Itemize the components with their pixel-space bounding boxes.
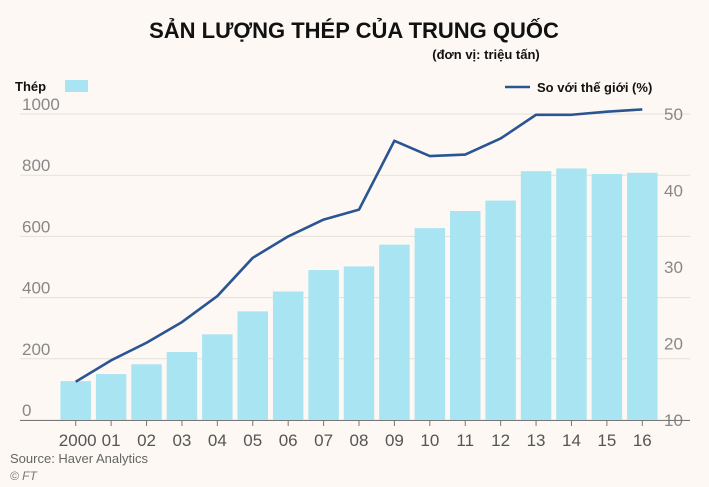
- bar: [343, 266, 375, 420]
- x-tick-label: 15: [597, 431, 616, 450]
- bar: [379, 244, 410, 420]
- legend: Thép So với thế giới (%): [15, 79, 652, 95]
- legend-label-steel: Thép: [15, 79, 46, 94]
- x-tick-label: 13: [527, 431, 546, 450]
- chart-title: SẢN LƯỢNG THÉP CỦA TRUNG QUỐC: [149, 17, 559, 43]
- y-left-tick-label: 0: [22, 401, 31, 420]
- bar: [520, 171, 552, 420]
- bar: [485, 200, 516, 420]
- y-axis-left: 0 200 400 600 800 1000: [22, 95, 60, 420]
- x-tick-label: 01: [102, 431, 121, 450]
- bar: [202, 334, 233, 420]
- credit-note: © FT: [10, 469, 39, 483]
- x-tick-label: 04: [208, 431, 227, 450]
- bar: [414, 228, 446, 420]
- bar: [450, 211, 481, 420]
- legend-swatch-steel: [65, 80, 88, 92]
- y-left-tick-label: 800: [22, 156, 50, 175]
- x-tick-label: 11: [456, 431, 474, 450]
- legend-label-share: So với thế giới (%): [537, 80, 652, 95]
- x-tick-label: 12: [491, 431, 510, 450]
- x-tick-label: 07: [314, 431, 333, 450]
- y-left-tick-label: 1000: [22, 95, 60, 114]
- x-tick-label: 05: [243, 431, 262, 450]
- bar: [308, 270, 339, 420]
- y-right-tick-label: 40: [664, 182, 683, 201]
- bar: [237, 311, 268, 420]
- bar: [95, 374, 127, 420]
- x-tick-label: 08: [350, 431, 369, 450]
- bar: [60, 381, 91, 420]
- y-right-tick-label: 20: [664, 335, 683, 354]
- y-right-tick-label: 50: [664, 105, 683, 124]
- bar: [131, 364, 162, 420]
- bar: [556, 168, 587, 420]
- y-left-tick-label: 400: [22, 279, 50, 298]
- x-tick-label: 02: [137, 431, 156, 450]
- source-note: Source: Haver Analytics: [10, 451, 149, 466]
- y-left-tick-label: 600: [22, 217, 50, 236]
- bar: [591, 173, 623, 420]
- y-right-tick-label: 30: [664, 258, 683, 277]
- x-tick-label: 2000: [59, 431, 97, 450]
- share-line: [75, 108, 643, 383]
- x-axis: 2000 01 02 03 04 05 06 07 08 09 10 11 12 13 14 15 16: [20, 420, 690, 450]
- bar-series: [60, 168, 658, 420]
- x-tick-label: 10: [420, 431, 439, 450]
- x-tick-label: 03: [172, 431, 191, 450]
- chart-subtitle: (đơn vị: triệu tấn): [432, 47, 539, 62]
- x-tick-label: 14: [562, 431, 581, 450]
- x-tick-label: 09: [385, 431, 404, 450]
- x-tick-label: 06: [279, 431, 298, 450]
- bar: [627, 172, 658, 420]
- x-tick-label: 16: [633, 431, 652, 450]
- bar: [272, 291, 304, 420]
- y-left-tick-label: 200: [22, 340, 50, 359]
- bar: [166, 352, 198, 420]
- line-series: [75, 108, 643, 383]
